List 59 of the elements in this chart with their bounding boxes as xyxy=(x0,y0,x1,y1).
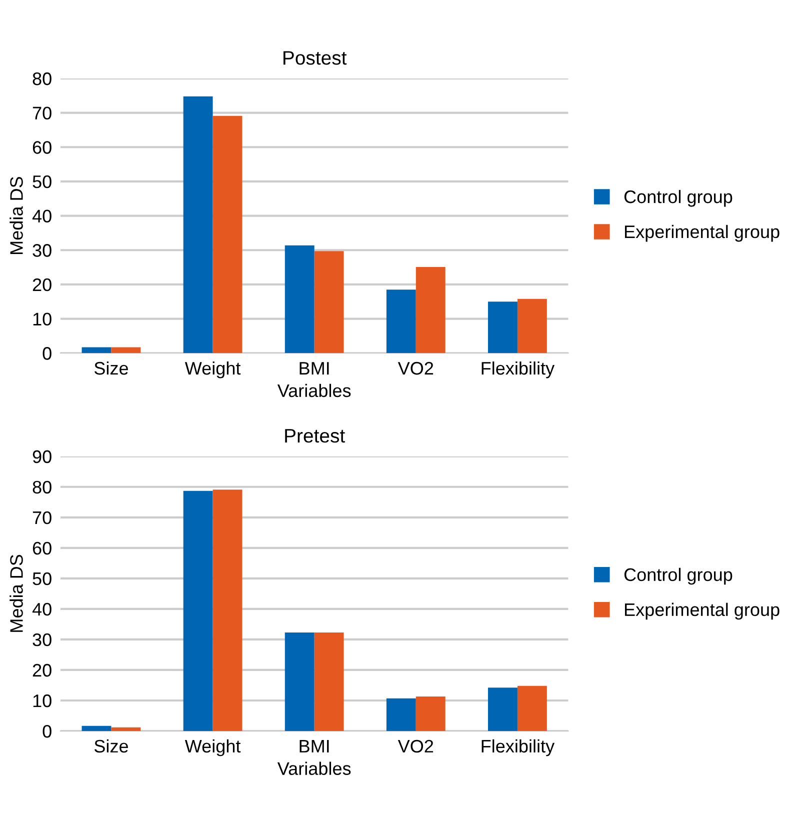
y-tick-label: 60 xyxy=(32,542,52,555)
y-tick-label: 50 xyxy=(32,175,52,188)
y-tick-label: 90 xyxy=(32,450,52,464)
y-tick-label: 40 xyxy=(32,602,52,616)
y-tick-label: 60 xyxy=(32,141,52,154)
bar xyxy=(82,347,112,354)
y-tick-label: 30 xyxy=(32,633,52,646)
y-tick-label: 30 xyxy=(32,244,52,257)
chart-title: Pretest xyxy=(285,429,345,443)
x-tick-label: Weight xyxy=(184,361,241,378)
y-tick-label: 20 xyxy=(32,664,52,677)
bar xyxy=(488,688,518,732)
bar xyxy=(488,302,518,354)
y-tick-label: 70 xyxy=(32,106,52,120)
bar xyxy=(212,490,242,732)
x-tick-label: VO2 xyxy=(398,362,434,375)
bar xyxy=(416,696,446,732)
bar xyxy=(183,96,213,354)
x-tick-label: Flexibility xyxy=(482,361,555,378)
y-tick-label: 70 xyxy=(32,511,52,524)
y-tick-label: 10 xyxy=(33,312,52,326)
y-tick-label: 10 xyxy=(33,694,52,708)
bar xyxy=(517,686,547,732)
bar xyxy=(111,727,141,732)
y-tick-label: 80 xyxy=(32,72,52,86)
legend-label: Experimental group xyxy=(625,224,780,242)
y-tick-label: 20 xyxy=(32,278,52,292)
bar xyxy=(314,632,344,732)
y-axis-title: Media DS xyxy=(10,176,23,254)
chart-title: Postest xyxy=(284,51,347,65)
x-tick-label: BMI xyxy=(300,740,329,752)
x-tick-label: Flexibility xyxy=(482,739,555,756)
bar xyxy=(111,347,141,354)
bar xyxy=(416,266,446,354)
x-tick-label: Weight xyxy=(184,739,241,756)
bar xyxy=(314,251,344,354)
legend-label: Control group xyxy=(624,190,732,207)
y-tick-label: 80 xyxy=(32,480,52,494)
y-tick-label: 0 xyxy=(42,724,52,738)
x-tick-label: Size xyxy=(94,361,128,375)
bar xyxy=(82,726,112,732)
legend-label: Experimental group xyxy=(625,602,780,620)
bar xyxy=(386,290,416,354)
bar xyxy=(212,116,242,354)
y-tick-label: 0 xyxy=(42,347,52,360)
x-axis-title: Variables xyxy=(277,384,351,398)
bar xyxy=(284,245,314,354)
y-tick-label: 50 xyxy=(32,572,52,586)
bar xyxy=(517,298,547,354)
bar xyxy=(386,698,416,732)
x-tick-label: Size xyxy=(94,739,128,753)
bar xyxy=(183,490,213,732)
y-tick-label: 40 xyxy=(32,210,52,223)
legend-label: Control group xyxy=(624,568,732,585)
bar xyxy=(284,632,314,732)
x-tick-label: VO2 xyxy=(398,740,434,753)
x-axis-title: Variables xyxy=(277,762,351,775)
y-axis-title: Media DS xyxy=(10,554,23,632)
x-tick-label: BMI xyxy=(300,362,329,375)
